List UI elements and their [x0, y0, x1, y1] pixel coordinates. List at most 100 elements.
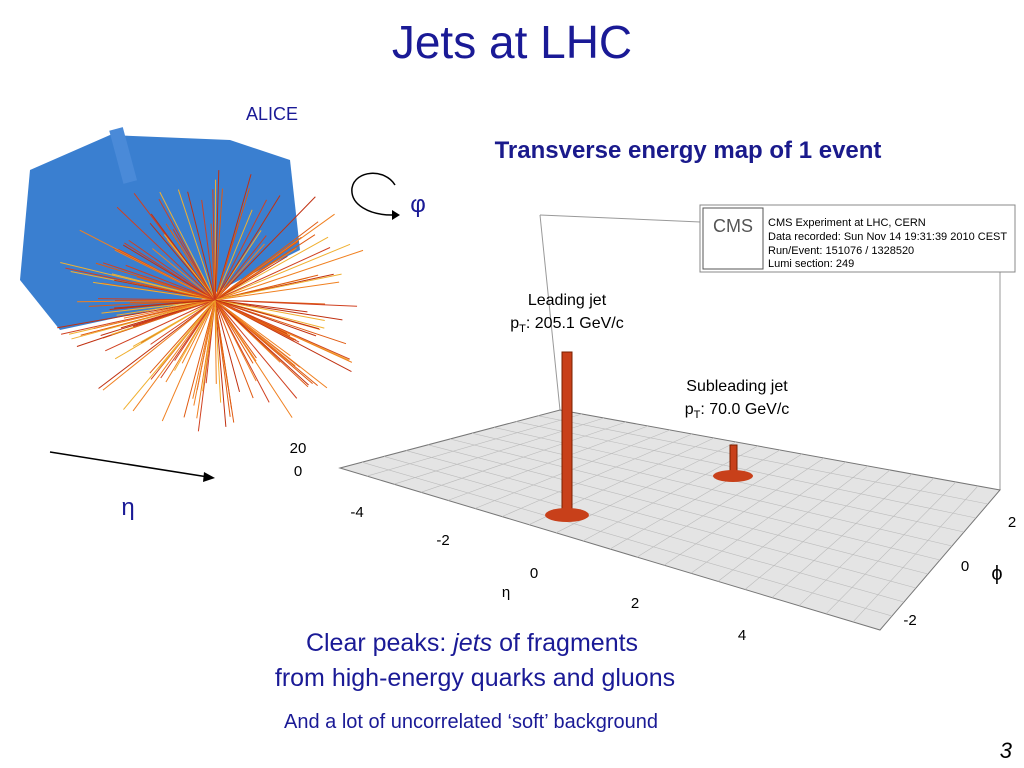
track: [181, 299, 216, 364]
subleading-jet-label: Subleading jet: [686, 378, 788, 395]
track: [214, 299, 240, 392]
track: [163, 234, 216, 301]
page-number: 3: [1000, 738, 1013, 763]
track: [214, 199, 267, 301]
track: [214, 196, 316, 301]
floor-grid: [427, 444, 929, 575]
eta-tick-label: 0: [530, 565, 538, 582]
track: [98, 298, 216, 301]
pt-subscript: T: [694, 409, 701, 421]
eta-symbol: η: [121, 494, 134, 521]
phi-arrowhead: [392, 210, 400, 220]
track: [193, 299, 216, 406]
cms-info-line: CMS Experiment at LHC, CERN: [768, 217, 926, 229]
track: [214, 299, 328, 389]
back-edge: [539, 214, 561, 411]
z-tick-label: 0: [294, 463, 302, 480]
pt-symbol: p: [685, 401, 694, 418]
track: [214, 243, 351, 301]
track: [214, 281, 340, 301]
caption-line: Clear peaks: jets of fragments: [306, 629, 638, 657]
alice-event-display: [20, 127, 364, 432]
track: [214, 299, 358, 307]
track: [214, 299, 217, 384]
leading-jet-label: Leading jet: [528, 292, 607, 309]
track: [183, 299, 216, 418]
eta-arrow: [49, 451, 209, 478]
track: [214, 299, 270, 403]
phi-axis-label: ϕ: [991, 563, 1002, 585]
floor-grid: [515, 421, 977, 519]
track: [214, 188, 251, 301]
pt-value: : 205.1 GeV/c: [526, 315, 624, 332]
track: [93, 281, 216, 301]
track: [214, 299, 320, 330]
track: [79, 229, 216, 301]
track: [214, 247, 331, 301]
floor-grid: [449, 438, 941, 561]
track: [93, 299, 216, 329]
pt-symbol: p: [510, 315, 519, 332]
track: [214, 236, 329, 301]
track: [125, 264, 216, 301]
track: [149, 299, 216, 374]
floor-grid: [471, 432, 953, 547]
track: [152, 248, 216, 301]
track: [98, 299, 216, 389]
cms-info-line: Data recorded: Sun Nov 14 19:31:39 2010 …: [768, 231, 1007, 243]
track: [60, 261, 216, 301]
track: [214, 209, 253, 301]
alice-label: ALICE: [246, 104, 298, 124]
track: [172, 229, 216, 301]
caption-text: Clear peaks:: [306, 629, 453, 657]
track: [149, 222, 216, 301]
eta-arrowhead: [203, 472, 215, 482]
track: [214, 299, 296, 367]
track: [158, 198, 216, 301]
floor-grid: [405, 450, 917, 589]
track: [57, 299, 216, 329]
phi-symbol: φ: [410, 191, 426, 218]
track: [160, 299, 216, 379]
track: [214, 299, 295, 341]
eta-tick-label: -2: [436, 532, 449, 549]
phi-arrow: [351, 172, 396, 216]
leading-jet-base: [545, 508, 589, 522]
cms-logo-text: CMS: [713, 216, 753, 236]
track: [214, 188, 223, 301]
track: [159, 191, 216, 301]
track: [214, 299, 222, 403]
track: [95, 262, 216, 301]
track: [214, 299, 347, 345]
track: [214, 299, 254, 399]
cms-logo: [702, 207, 764, 270]
subleading-jet-pt: pT: 70.0 GeV/c: [685, 401, 790, 421]
track: [214, 299, 309, 386]
track: [132, 299, 216, 347]
track: [187, 191, 216, 301]
track: [122, 244, 216, 301]
track: [214, 234, 316, 301]
jet-tower: [109, 127, 138, 184]
lego-plot: [338, 214, 1001, 631]
track: [214, 195, 281, 301]
eta-tick-label: -4: [350, 504, 363, 521]
caption-line: from high-energy quarks and gluons: [275, 664, 675, 692]
track: [214, 255, 288, 301]
track: [123, 299, 216, 319]
z-tick-label: 20: [290, 440, 307, 457]
track: [214, 170, 220, 301]
plot-title: Transverse energy map of 1 event: [495, 137, 882, 164]
track: [132, 299, 216, 327]
track: [105, 299, 216, 352]
track: [71, 299, 216, 340]
phi-tick-label: 2: [1008, 514, 1016, 531]
phi-tick-label: -2: [903, 612, 916, 629]
track: [128, 239, 216, 301]
track: [123, 299, 216, 410]
track: [132, 281, 216, 301]
phi-tick-label: 0: [961, 558, 969, 575]
track: [77, 299, 216, 303]
